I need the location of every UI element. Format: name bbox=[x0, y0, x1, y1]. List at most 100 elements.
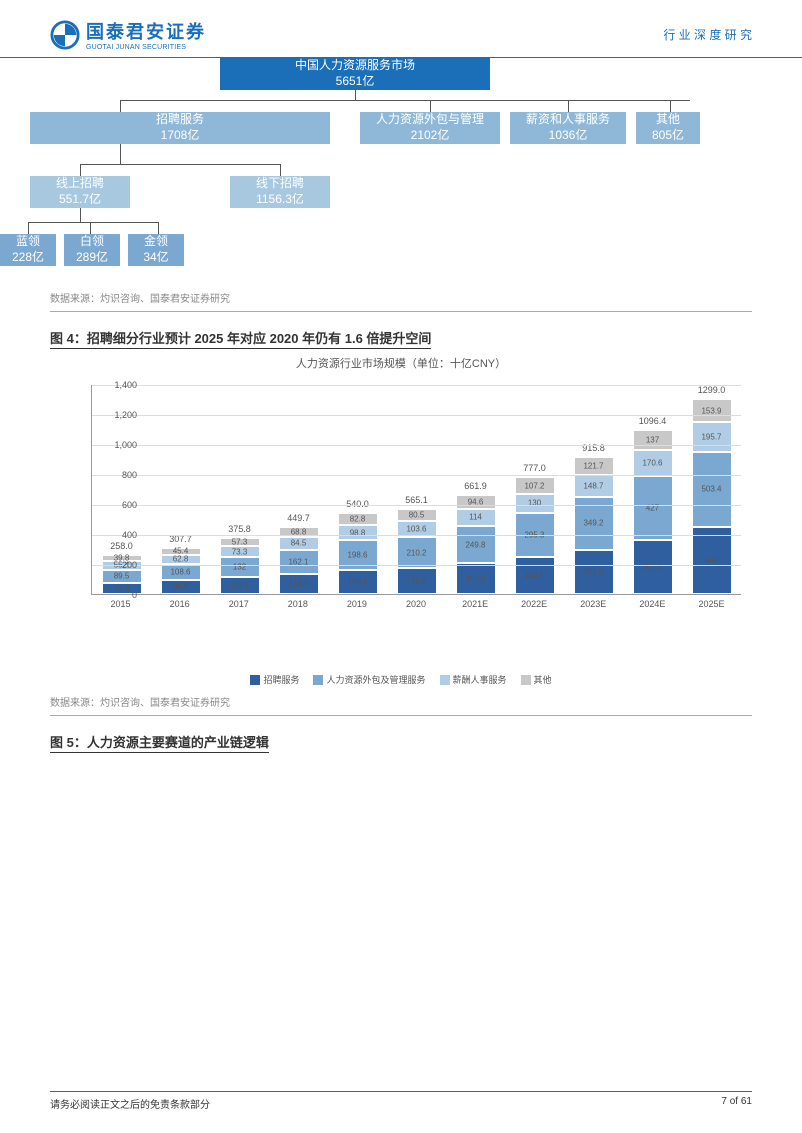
y-axis-label: 800 bbox=[122, 470, 137, 480]
y-axis-label: 400 bbox=[122, 530, 137, 540]
node-value: 1036亿 bbox=[510, 128, 626, 144]
bar-total-label: 1096.4 bbox=[633, 416, 673, 426]
fig4-source: 数据来源：灼识咨询、国泰君安证券研究 bbox=[0, 692, 802, 711]
segment-label: 244.5 bbox=[516, 571, 554, 580]
segment-label: 361.8 bbox=[634, 562, 672, 571]
segment-label: 210.2 bbox=[398, 548, 436, 557]
segment-label: 73.3 bbox=[221, 547, 259, 556]
bar-total-label: 258.0 bbox=[102, 541, 142, 551]
y-axis-label: 1,200 bbox=[114, 410, 137, 420]
segment-label: 134.3 bbox=[280, 579, 318, 588]
bar-segment: 159.8 bbox=[338, 570, 378, 594]
node-value: 289亿 bbox=[64, 250, 120, 266]
node-label: 蓝领 bbox=[0, 234, 56, 250]
segment-label: 62.8 bbox=[162, 555, 200, 564]
separator bbox=[50, 311, 752, 312]
bar-column: 296.2349.2148.7121.7915.8 bbox=[574, 457, 614, 594]
node-value: 2102亿 bbox=[360, 128, 500, 144]
node-label: 金领 bbox=[128, 234, 184, 250]
x-axis-label: 2022E bbox=[514, 599, 554, 609]
x-axis-label: 2017 bbox=[219, 599, 259, 609]
segment-label: 203.5 bbox=[457, 574, 495, 583]
bar-segment: 361.8 bbox=[633, 540, 673, 594]
bar-segment: 446 bbox=[692, 527, 732, 594]
footer-page-number: 7 of 61 bbox=[721, 1096, 752, 1111]
legend-item: 招聘服务 bbox=[250, 673, 299, 686]
logo-chinese: 国泰君安证券 bbox=[86, 18, 206, 44]
y-axis-label: 600 bbox=[122, 500, 137, 510]
footer-disclaimer: 请务必阅读正文之后的免责条款部分 bbox=[50, 1096, 210, 1111]
segment-label: 108.6 bbox=[162, 568, 200, 577]
bar-segment: 89.5 bbox=[102, 570, 142, 583]
plot-area: 73.389.555.439.8258.090.9108.662.845.430… bbox=[91, 385, 741, 595]
tree-source: 数据来源：灼识咨询、国泰君安证券研究 bbox=[0, 288, 802, 307]
segment-label: 114 bbox=[457, 513, 495, 522]
logo-icon bbox=[50, 20, 80, 50]
node-value: 1708亿 bbox=[30, 128, 330, 144]
tree-l3-gold: 金领 34亿 bbox=[128, 234, 184, 266]
y-axis-label: 1,400 bbox=[114, 380, 137, 390]
x-axis-label: 2015 bbox=[101, 599, 141, 609]
segment-label: 195.7 bbox=[693, 432, 731, 441]
bar-segment: 73.3 bbox=[220, 546, 260, 557]
bar-segment: 113.2 bbox=[220, 577, 260, 594]
segment-label: 159.8 bbox=[339, 578, 377, 587]
tree-l1-recruitment: 招聘服务 1708亿 bbox=[30, 112, 330, 144]
tree-l1-payroll: 薪资和人事服务 1036亿 bbox=[510, 112, 626, 144]
segment-label: 107.2 bbox=[516, 481, 554, 490]
legend-item: 人力资源外包及管理服务 bbox=[313, 673, 425, 686]
segment-label: 113.2 bbox=[221, 581, 259, 590]
y-axis-label: 200 bbox=[122, 560, 137, 570]
segment-label: 121.7 bbox=[575, 461, 613, 470]
segment-label: 446 bbox=[693, 556, 731, 565]
bar-segment: 132 bbox=[220, 557, 260, 577]
bar-segment: 210.2 bbox=[397, 537, 437, 569]
bars-container: 73.389.555.439.8258.090.9108.662.845.430… bbox=[92, 385, 741, 594]
tree-l1-other: 其他 805亿 bbox=[636, 112, 700, 144]
bar-total-label: 661.9 bbox=[456, 481, 496, 491]
fig4-chart-wrap: 人力资源行业市场规模（单位：十亿CNY） 73.389.555.439.8258… bbox=[0, 351, 802, 692]
segment-label: 45.4 bbox=[162, 547, 200, 556]
fig5-title: 图 5：人力资源主要赛道的产业链逻辑 bbox=[0, 726, 802, 755]
segment-label: 90.9 bbox=[162, 583, 200, 592]
node-value: 1156.3亿 bbox=[230, 192, 330, 208]
node-value: 34亿 bbox=[128, 250, 184, 266]
bar-column: 134.3162.184.568.8449.7 bbox=[279, 527, 319, 594]
segment-label: 84.5 bbox=[280, 539, 318, 548]
node-value: 551.7亿 bbox=[30, 192, 130, 208]
bar-segment: 98.8 bbox=[338, 525, 378, 540]
segment-label: 89.5 bbox=[103, 572, 141, 581]
bar-total-label: 1299.0 bbox=[692, 385, 732, 395]
bar-segment: 195.7 bbox=[692, 422, 732, 451]
bar-segment: 107.2 bbox=[515, 477, 555, 493]
bar-segment: 94.6 bbox=[456, 495, 496, 509]
node-value: 805亿 bbox=[636, 128, 700, 144]
bar-segment: 170.8 bbox=[397, 568, 437, 594]
bar-column: 170.8210.2103.680.5565.1 bbox=[397, 509, 437, 594]
node-label: 中国人力资源服务市场 bbox=[220, 58, 490, 74]
node-label: 薪资和人事服务 bbox=[510, 112, 626, 128]
header-category: 行 业 深 度 研 究 bbox=[663, 26, 752, 43]
bar-column: 203.5249.811494.6661.9 bbox=[456, 495, 496, 594]
x-axis-label: 2020 bbox=[396, 599, 436, 609]
segment-label: 103.6 bbox=[398, 525, 436, 534]
bar-segment: 503.4 bbox=[692, 452, 732, 528]
node-value: 5651亿 bbox=[220, 74, 490, 90]
node-label: 招聘服务 bbox=[30, 112, 330, 128]
node-value: 228亿 bbox=[0, 250, 56, 266]
fig4-title: 图 4：招聘细分行业预计 2025 年对应 2020 年仍有 1.6 倍提升空间 bbox=[0, 322, 802, 351]
bar-total-label: 449.7 bbox=[279, 513, 319, 523]
logo-text: 国泰君安证券 GUOTAI JUNAN SECURITIES bbox=[86, 18, 206, 51]
bar-segment: 203.5 bbox=[456, 563, 496, 594]
x-axis-label: 2023E bbox=[573, 599, 613, 609]
bar-segment: 90.9 bbox=[161, 580, 201, 594]
segment-label: 503.4 bbox=[693, 485, 731, 494]
tree-l3-blue: 蓝领 228亿 bbox=[0, 234, 56, 266]
bar-segment: 114 bbox=[456, 509, 496, 526]
fig4-chart: 73.389.555.439.8258.090.9108.662.845.430… bbox=[51, 377, 751, 647]
tree-l1-outsourcing: 人力资源外包与管理 2102亿 bbox=[360, 112, 500, 144]
fig4-chart-title: 人力资源行业市场规模（单位：十亿CNY） bbox=[50, 355, 752, 371]
node-label: 线下招聘 bbox=[230, 176, 330, 192]
legend-item: 其他 bbox=[521, 673, 552, 686]
x-axis-label: 2018 bbox=[278, 599, 318, 609]
